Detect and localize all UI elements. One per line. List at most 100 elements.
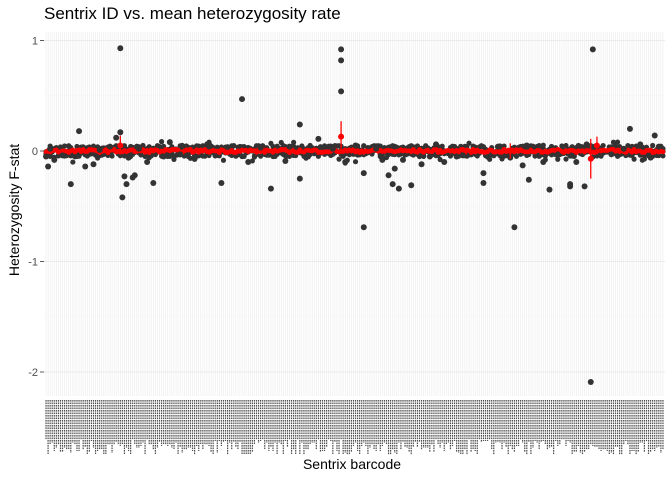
y-axis-label: Heterozygosity F-stat bbox=[6, 143, 22, 277]
data-point bbox=[315, 135, 322, 142]
data-point bbox=[513, 153, 520, 159]
data-point bbox=[536, 143, 542, 149]
data-point bbox=[655, 143, 662, 150]
data-point bbox=[76, 128, 83, 135]
data-point bbox=[447, 153, 454, 159]
mean-point bbox=[338, 133, 345, 140]
data-point bbox=[608, 151, 615, 158]
data-point bbox=[395, 185, 402, 192]
data-point bbox=[581, 183, 588, 190]
data-point bbox=[138, 152, 144, 158]
data-point bbox=[59, 152, 66, 159]
data-point bbox=[433, 141, 440, 148]
data-point bbox=[296, 121, 303, 128]
data-point bbox=[117, 153, 123, 159]
data-point bbox=[573, 159, 580, 166]
data-point bbox=[47, 153, 53, 159]
data-point bbox=[385, 172, 392, 179]
data-point bbox=[494, 143, 501, 150]
y-tick-label: 1 bbox=[32, 36, 38, 48]
data-point bbox=[257, 144, 264, 151]
chart-title: Sentrix ID vs. mean heterozygosity rate bbox=[44, 4, 341, 23]
mean-point bbox=[117, 142, 124, 149]
data-point bbox=[519, 162, 526, 169]
y-tick-label: -1 bbox=[28, 257, 38, 269]
data-point bbox=[90, 161, 97, 168]
data-point bbox=[589, 46, 596, 53]
data-point bbox=[119, 194, 126, 201]
data-point bbox=[177, 151, 184, 158]
data-point bbox=[117, 45, 124, 52]
data-point bbox=[567, 181, 574, 188]
data-point bbox=[305, 153, 312, 160]
data-point bbox=[626, 125, 633, 132]
data-point bbox=[352, 159, 359, 165]
data-point bbox=[113, 134, 120, 141]
data-point bbox=[571, 153, 577, 160]
data-point bbox=[583, 141, 590, 148]
data-point bbox=[231, 143, 237, 149]
data-point bbox=[267, 185, 274, 192]
data-point bbox=[600, 142, 606, 149]
data-point bbox=[525, 176, 532, 183]
data-point bbox=[373, 145, 380, 152]
data-point bbox=[96, 146, 103, 153]
data-point bbox=[399, 156, 406, 163]
data-point bbox=[563, 156, 569, 162]
data-point bbox=[150, 180, 157, 187]
data-point bbox=[480, 170, 487, 177]
data-point bbox=[329, 145, 336, 152]
x-tick-labels bbox=[45, 400, 664, 455]
data-point bbox=[296, 175, 303, 182]
data-point bbox=[480, 180, 487, 187]
data-point bbox=[218, 180, 225, 187]
data-point bbox=[70, 159, 76, 165]
data-point bbox=[117, 129, 124, 136]
data-point bbox=[418, 161, 425, 168]
data-point bbox=[338, 88, 345, 95]
data-point bbox=[453, 153, 460, 160]
data-point bbox=[125, 154, 132, 161]
data-point bbox=[239, 96, 246, 103]
data-point bbox=[437, 156, 443, 163]
data-point bbox=[140, 142, 146, 149]
mean-points bbox=[117, 121, 600, 179]
data-point bbox=[546, 186, 553, 193]
data-point bbox=[466, 140, 472, 146]
sample-points bbox=[43, 45, 662, 385]
data-point bbox=[191, 155, 198, 162]
data-point bbox=[67, 181, 74, 188]
data-point bbox=[656, 152, 662, 159]
data-point bbox=[660, 153, 666, 159]
data-point bbox=[637, 141, 644, 148]
data-point bbox=[555, 156, 561, 162]
data-point bbox=[563, 142, 569, 149]
data-point bbox=[620, 145, 627, 152]
data-point bbox=[554, 151, 561, 158]
data-point bbox=[121, 173, 128, 180]
data-point bbox=[441, 159, 448, 166]
data-point bbox=[179, 143, 185, 149]
data-point bbox=[131, 172, 138, 179]
data-point bbox=[625, 142, 631, 149]
y-ticks: 1 0 -1 -2 bbox=[28, 36, 44, 379]
data-point bbox=[360, 170, 367, 177]
data-point bbox=[258, 153, 264, 159]
grid-lines bbox=[44, 32, 665, 428]
data-point bbox=[291, 139, 297, 145]
mean-point bbox=[593, 142, 600, 149]
data-point bbox=[245, 159, 252, 166]
data-point bbox=[135, 145, 142, 152]
y-tick-label: 0 bbox=[32, 146, 38, 158]
y-tick-label: -2 bbox=[28, 367, 38, 379]
data-point bbox=[540, 159, 547, 166]
data-point bbox=[338, 57, 345, 64]
data-point bbox=[651, 132, 658, 139]
data-point bbox=[647, 154, 654, 161]
data-point bbox=[377, 143, 383, 149]
data-point bbox=[106, 143, 113, 150]
data-point bbox=[286, 143, 293, 150]
data-point bbox=[336, 156, 342, 162]
data-point bbox=[160, 153, 167, 160]
data-point bbox=[62, 143, 68, 149]
